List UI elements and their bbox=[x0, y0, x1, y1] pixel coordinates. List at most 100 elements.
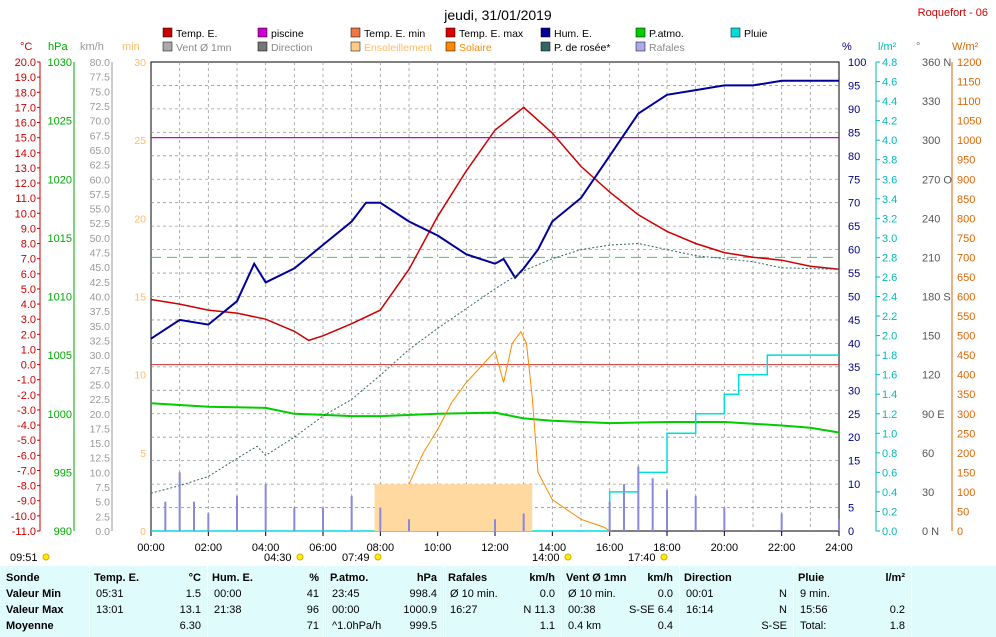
stats-cell-value: 1.5 bbox=[185, 588, 201, 600]
y-axes: -11.0 -10.0 -9.0 -8.0 -7.0 -6.0 -5.0 -4.0 -3.0 -2… bbox=[11, 57, 982, 538]
tick-lm2: 4.0 bbox=[882, 135, 897, 147]
stats-cell-value: 1.8 bbox=[889, 620, 905, 632]
stats-header-hum: Hum. E. bbox=[212, 572, 253, 584]
tick-deg: 150 bbox=[922, 331, 940, 343]
tick-temp: 13.0 bbox=[15, 163, 36, 175]
tick-pct: 45 bbox=[848, 315, 860, 327]
legend-swatch bbox=[257, 41, 268, 52]
tick-temp: 17.0 bbox=[15, 102, 36, 114]
tick-kmh: 10.0 bbox=[90, 467, 111, 479]
stats-cell-value: N bbox=[779, 588, 787, 600]
tick-wm2: 1150 bbox=[957, 77, 981, 89]
unit-hpa: hPa bbox=[48, 41, 68, 53]
tick-pct: 65 bbox=[848, 221, 860, 233]
stats-cell-label: 00:01 bbox=[686, 588, 714, 600]
tick-hpa: 1025 bbox=[48, 116, 72, 128]
stats-cell-value: 0.0 bbox=[657, 588, 673, 600]
stats-header-vent: Vent Ø 1mn bbox=[566, 572, 627, 584]
tick-temp: 20.0 bbox=[15, 57, 36, 69]
tick-lm2: 1.4 bbox=[882, 389, 897, 401]
tick-kmh: 57.5 bbox=[90, 189, 111, 201]
tick-wm2: 150 bbox=[957, 467, 975, 479]
legend-swatch bbox=[635, 27, 646, 38]
tick-wm2: 950 bbox=[957, 155, 975, 167]
stats-cell-value: 1.1 bbox=[539, 620, 555, 632]
tick-min: 5 bbox=[140, 448, 146, 460]
tick-hpa: 1005 bbox=[48, 350, 72, 362]
stats-col-hum: Hum. E.% 00:00 41 21:38 96 71 bbox=[208, 566, 326, 637]
tick-kmh: 52.5 bbox=[90, 218, 111, 230]
stats-header-sonde: Sonde bbox=[6, 572, 40, 584]
tick-min: 15 bbox=[134, 292, 146, 304]
tick-deg: 30 bbox=[922, 487, 934, 499]
tick-kmh: 32.5 bbox=[90, 335, 111, 347]
tick-temp: -5.0 bbox=[17, 435, 36, 447]
tick-temp: -1.0 bbox=[17, 375, 36, 387]
tick-deg: 210 bbox=[922, 252, 940, 264]
tick-lm2: 1.6 bbox=[882, 370, 897, 382]
stats-cell-value: 0.2 bbox=[889, 604, 905, 616]
tick-deg: 360 N bbox=[922, 57, 951, 69]
tick-wm2: 350 bbox=[957, 389, 975, 401]
tick-wm2: 650 bbox=[957, 272, 975, 284]
tick-temp: -10.0 bbox=[11, 511, 36, 523]
stats-cell-label: 00:38 bbox=[568, 604, 596, 616]
tick-pct: 20 bbox=[848, 432, 860, 444]
tick-x: 10:00 bbox=[424, 542, 452, 554]
tick-wm2: 400 bbox=[957, 370, 975, 382]
tick-pct: 60 bbox=[848, 245, 860, 257]
tick-lm2: 2.4 bbox=[882, 292, 897, 304]
tick-pct: 35 bbox=[848, 362, 860, 374]
tick-temp: -2.0 bbox=[17, 390, 36, 402]
tick-lm2: 2.0 bbox=[882, 331, 897, 343]
unit-kmh: km/h bbox=[80, 41, 104, 53]
tick-min: 20 bbox=[134, 213, 146, 225]
x-axis: 00:00 02:00 04:00 06:00 08:00 10:00 12:00 14:00… bbox=[137, 531, 853, 554]
tick-lm2: 0.4 bbox=[882, 487, 897, 499]
tick-temp: 5.0 bbox=[21, 284, 36, 296]
tick-temp: 8.0 bbox=[21, 239, 36, 251]
tick-pct: 5 bbox=[848, 503, 854, 515]
tick-kmh: 40.0 bbox=[90, 292, 111, 304]
tick-wm2: 500 bbox=[957, 331, 975, 343]
tick-hpa: 995 bbox=[54, 467, 72, 479]
tick-pct: 25 bbox=[848, 409, 860, 421]
stats-header-patmo: P.atmo. bbox=[330, 572, 369, 584]
tick-wm2: 1200 bbox=[957, 57, 981, 69]
tick-wm2: 300 bbox=[957, 409, 975, 421]
tick-x: 02:00 bbox=[195, 542, 223, 554]
legend-label: Vent Ø 1mn bbox=[176, 42, 232, 54]
legend-label: Pluie bbox=[744, 28, 768, 40]
tick-deg: 180 S bbox=[922, 292, 951, 304]
tick-kmh: 30.0 bbox=[90, 350, 111, 362]
tick-wm2: 850 bbox=[957, 194, 975, 206]
stats-col-pluie: Pluie l/m² 9 min. 15:56 0.2 Total: 1.8 bbox=[794, 566, 912, 637]
tick-hpa: 1020 bbox=[48, 174, 72, 186]
tick-kmh: 7.5 bbox=[95, 482, 110, 494]
stats-cell-label: 15:56 bbox=[800, 604, 828, 616]
tick-lm2: 1.2 bbox=[882, 409, 897, 421]
tick-kmh: 22.5 bbox=[90, 394, 111, 406]
tick-temp: 9.0 bbox=[21, 223, 36, 235]
tick-kmh: 27.5 bbox=[90, 365, 111, 377]
tick-x: 14:00 bbox=[539, 542, 567, 554]
tick-pct: 100 bbox=[848, 57, 866, 69]
tick-temp: 2.0 bbox=[21, 329, 36, 341]
stats-col-labels: Sonde Valeur Min Valeur Max Moyenne bbox=[0, 566, 90, 637]
tick-kmh: 60.0 bbox=[90, 174, 111, 186]
legend-swatch bbox=[162, 27, 173, 38]
series-p-de-ros-e bbox=[150, 242, 840, 494]
tick-temp: -6.0 bbox=[17, 450, 36, 462]
stats-cell-value: 6.30 bbox=[179, 620, 201, 632]
tick-deg: 90 E bbox=[922, 409, 945, 421]
stats-cell-label: Ø 10 min. bbox=[450, 588, 498, 600]
stats-unit-patmo: hPa bbox=[416, 572, 437, 584]
tick-deg: 330 bbox=[922, 96, 940, 108]
stats-header-pluie: Pluie bbox=[798, 572, 825, 584]
tick-wm2: 600 bbox=[957, 292, 975, 304]
stats-cell-value: 41 bbox=[306, 588, 319, 600]
stats-cell-value: 0.0 bbox=[539, 588, 555, 600]
stats-cell-value: 0.4 bbox=[657, 620, 673, 632]
tick-wm2: 900 bbox=[957, 174, 975, 186]
stats-unit-temp: °C bbox=[188, 572, 201, 584]
